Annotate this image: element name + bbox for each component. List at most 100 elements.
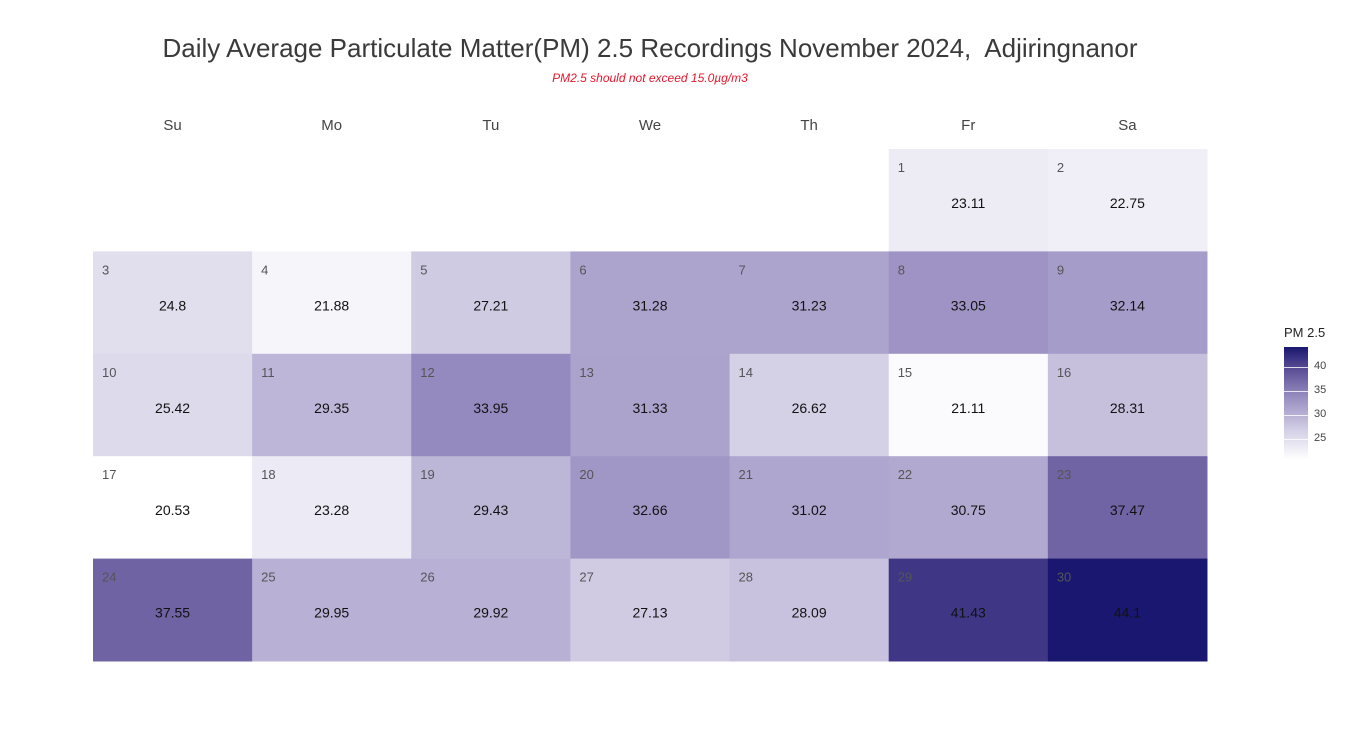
day-cell-fill	[570, 456, 731, 560]
day-cell-fill	[888, 456, 1049, 560]
day-value-label: 27.13	[632, 605, 667, 621]
calendar-heatmap: Su Mo Tu We Th Fr Sa123.11222.75324.8421.88527…	[93, 117, 1208, 662]
day-cell-fill	[1047, 456, 1208, 560]
day-value-label: 20.53	[155, 502, 190, 518]
day-cell-fill	[570, 251, 731, 355]
day-number: 30	[1057, 570, 1071, 585]
day-cell-fill	[411, 353, 571, 457]
day-cell-fill	[252, 456, 412, 560]
day-cell: 22 30.75	[888, 456, 1049, 560]
legend-tick-label: 30	[1314, 407, 1327, 420]
day-number: 8	[898, 262, 905, 277]
day-cell: 20 32.66	[570, 456, 731, 560]
day-cell-fill	[1047, 149, 1208, 252]
day-number: 27	[579, 570, 593, 585]
day-cell-fill	[411, 558, 571, 662]
day-number: 28	[739, 570, 753, 585]
day-number: 19	[420, 467, 434, 482]
day-cell: 14 26.62	[729, 353, 890, 457]
day-number: 26	[420, 570, 434, 585]
day-cell: 421.88	[252, 251, 412, 355]
day-number: 9	[1057, 262, 1064, 277]
day-cell: 25 29.95	[252, 558, 412, 662]
weekday-label: We	[639, 117, 661, 134]
day-cell-fill	[1047, 251, 1208, 355]
day-value-label: 33.95	[473, 400, 508, 416]
legend-gradient-bar	[1284, 347, 1308, 460]
day-value-label: 29.35	[314, 400, 349, 416]
day-number: 6	[579, 262, 586, 277]
day-cell: 527.21	[411, 251, 571, 355]
day-cell: 24 37.55	[93, 558, 253, 662]
day-cell: 18 23.28	[252, 456, 412, 560]
day-cell-fill	[888, 353, 1049, 457]
day-cell: 631.28	[570, 251, 731, 355]
weekday-label: Su	[163, 117, 181, 134]
day-cell-fill	[888, 251, 1049, 355]
legend-title: PM 2.5	[1284, 325, 1326, 340]
day-cell: 731.23	[729, 251, 890, 355]
day-cell: 28 28.09	[729, 558, 890, 662]
day-number: 18	[261, 467, 275, 482]
legend-tick-mark	[1284, 414, 1308, 416]
day-cell-fill	[93, 353, 253, 457]
weekday-label: Fr	[961, 117, 975, 134]
day-value-label: 31.33	[632, 400, 667, 416]
day-cell: 30 44.1	[1047, 558, 1208, 662]
weekday-label: Sa	[1118, 117, 1137, 134]
day-value-label: 23.28	[314, 502, 349, 518]
day-cell: 15 21.11	[888, 353, 1049, 457]
day-cell-fill	[570, 353, 731, 457]
day-cell-fill	[729, 456, 890, 560]
day-cell-fill	[93, 251, 253, 355]
day-number: 11	[261, 365, 275, 380]
day-cell: 17 20.53	[93, 456, 253, 560]
day-cell: 833.05	[888, 251, 1049, 355]
day-cell-fill	[888, 149, 1049, 252]
day-cell-fill	[93, 558, 253, 662]
day-cell: 10 25.42	[93, 353, 253, 457]
day-number: 20	[579, 467, 593, 482]
legend-tick-mark	[1284, 366, 1308, 368]
day-cell: 29 41.43	[888, 558, 1049, 662]
day-number: 23	[1057, 467, 1071, 482]
day-cell: 23 37.47	[1047, 456, 1208, 560]
day-cell: 12 33.95	[411, 353, 571, 457]
day-number: 29	[898, 570, 912, 585]
day-cell-fill	[888, 558, 1049, 662]
day-cell: 16 28.31	[1047, 353, 1208, 457]
day-number: 25	[261, 570, 275, 585]
legend-tick-mark	[1284, 390, 1308, 392]
day-number: 10	[102, 365, 116, 380]
day-value-label: 41.43	[951, 605, 986, 621]
day-value-label: 44.1	[1114, 605, 1141, 621]
day-cell-fill	[93, 456, 253, 560]
day-cell: 11 29.35	[252, 353, 412, 457]
weekday-label: Mo	[321, 117, 342, 134]
day-cell: 26 29.92	[411, 558, 571, 662]
day-number: 24	[102, 570, 116, 585]
chart-subtitle: PM2.5 should not exceed 15.0µg/m3	[552, 71, 748, 85]
day-cell-fill	[570, 558, 731, 662]
day-cell-fill	[1047, 558, 1208, 662]
weekday-label: Tu	[482, 117, 499, 134]
legend-tick-mark	[1284, 438, 1308, 440]
day-cell: 324.8	[93, 251, 253, 355]
day-number: 22	[898, 467, 912, 482]
day-cell-fill	[411, 456, 571, 560]
day-value-label: 29.43	[473, 502, 508, 518]
day-number: 14	[739, 365, 753, 380]
day-number: 15	[898, 365, 912, 380]
day-cell: 27 27.13	[570, 558, 731, 662]
day-number: 4	[261, 262, 268, 277]
day-value-label: 25.42	[155, 400, 190, 416]
day-cell: 13 31.33	[570, 353, 731, 457]
day-value-label: 23.11	[951, 195, 985, 211]
day-cell: 123.11	[888, 149, 1049, 252]
day-number: 1	[898, 160, 905, 175]
legend-tick-label: 40	[1314, 359, 1327, 372]
legend-tick-label: 25	[1314, 431, 1327, 444]
day-number: 16	[1057, 365, 1071, 380]
day-value-label: 22.75	[1110, 195, 1145, 211]
day-value-label: 31.02	[792, 502, 827, 518]
